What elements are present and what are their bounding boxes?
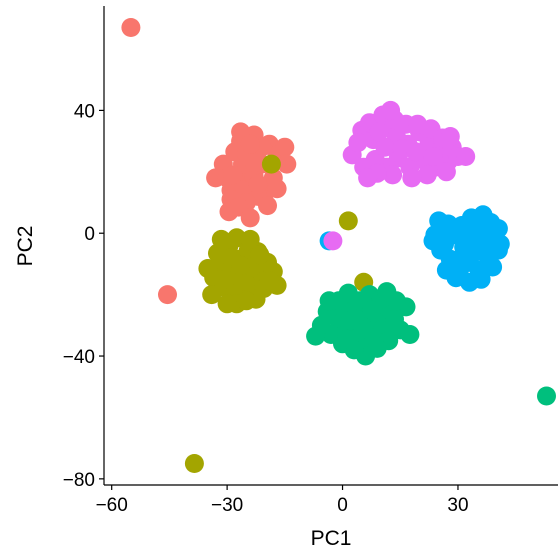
scatter-point <box>240 229 260 249</box>
scatter-point <box>277 154 297 174</box>
scatter-point <box>158 285 177 305</box>
y-axis-title: PC2 <box>14 226 37 267</box>
scatter-point <box>184 454 204 473</box>
scatter-point <box>215 269 235 289</box>
scatter-point <box>488 219 508 239</box>
scatter-point <box>537 386 556 406</box>
scatter-point <box>231 256 251 275</box>
scatter-point <box>240 208 260 228</box>
scatter-point <box>259 271 279 291</box>
x-tick-label: 0 <box>337 495 348 516</box>
scatter-point <box>267 179 287 199</box>
scatter-point <box>400 325 420 344</box>
scatter-point <box>490 234 510 254</box>
scatter-point <box>258 196 277 216</box>
y-tick-label: 0 <box>84 224 95 245</box>
scatter-point <box>323 231 343 251</box>
x-axis-title: PC1 <box>311 527 352 550</box>
scatter-point <box>233 271 252 291</box>
scatter-point <box>458 229 478 249</box>
scatter-point <box>275 137 295 157</box>
scatter-point <box>244 153 264 173</box>
scatter-point <box>198 259 218 278</box>
scatter-point <box>361 300 381 320</box>
scatter-point <box>319 291 339 311</box>
scatter-point <box>467 214 487 234</box>
scatter-point <box>436 162 456 182</box>
scatter-point <box>375 137 395 157</box>
scatter-point <box>261 154 281 174</box>
scatter-point <box>121 18 141 37</box>
scatter-point <box>369 122 389 142</box>
y-tick-label: 40 <box>74 101 95 122</box>
scatter-point <box>386 291 406 311</box>
scatter-point <box>483 257 503 277</box>
scatter-point <box>475 240 495 260</box>
scatter-point <box>358 168 378 188</box>
scatter-point <box>433 222 453 242</box>
points-layer <box>121 18 556 473</box>
scatter-point <box>402 168 422 188</box>
scatter-point <box>406 142 426 162</box>
x-tick-label: −60 <box>96 495 128 516</box>
scatter-point <box>202 285 222 305</box>
y-tick-label: −40 <box>63 347 95 368</box>
y-tick-label: −80 <box>63 470 95 491</box>
scatter-point <box>381 100 401 120</box>
scatter-point <box>440 127 460 146</box>
scatter-point <box>217 294 237 314</box>
scatter-point <box>223 165 243 185</box>
x-axis-ticks: −60 −30 0 30 <box>96 485 469 516</box>
scatter-point <box>336 329 356 349</box>
scatter-point <box>248 174 268 194</box>
scatter-point <box>211 229 231 249</box>
x-tick-label: 30 <box>447 495 468 516</box>
scatter-point <box>240 134 260 154</box>
scatter-point <box>456 147 476 166</box>
scatter-point <box>383 165 403 185</box>
scatter-point <box>338 211 358 231</box>
scatter-point <box>417 165 437 185</box>
scatter-point <box>250 245 270 265</box>
x-tick-label: −30 <box>211 495 243 516</box>
scatter-point <box>236 291 256 311</box>
scatter-point <box>423 147 443 166</box>
scatter-point <box>306 326 326 346</box>
scatter-point <box>436 260 456 280</box>
y-axis-ticks: −80 −40 0 40 <box>63 101 104 491</box>
scatter-point <box>340 311 360 331</box>
scatter-point <box>348 133 368 153</box>
